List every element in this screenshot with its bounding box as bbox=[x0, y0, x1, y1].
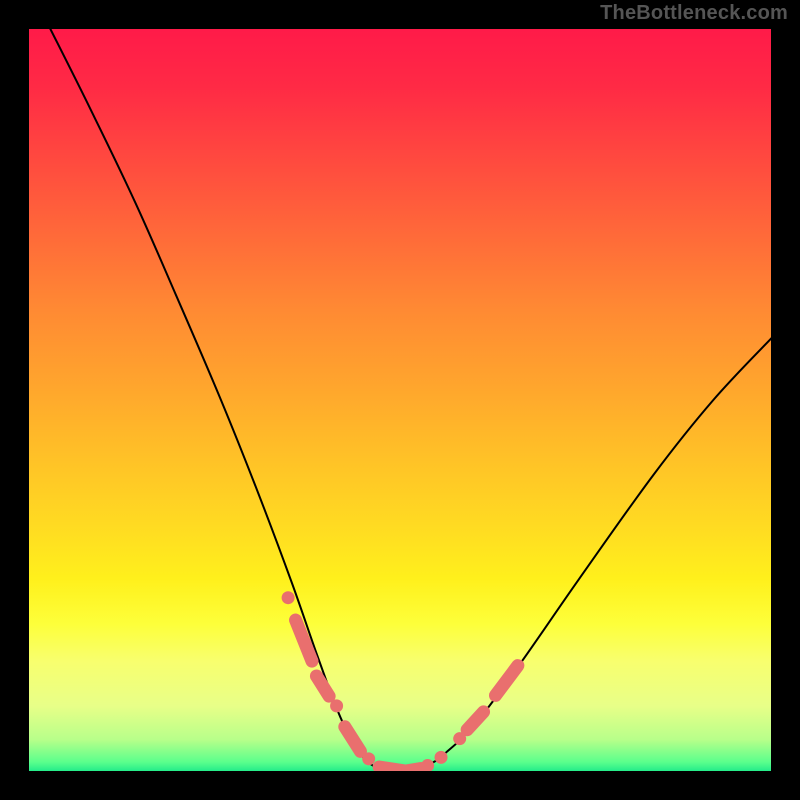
marker-dot bbox=[421, 759, 434, 772]
marker-dot bbox=[453, 732, 466, 745]
marker-capsule bbox=[316, 676, 329, 696]
marker-capsule bbox=[345, 727, 361, 752]
marker-capsule bbox=[407, 769, 420, 771]
marker-capsule bbox=[379, 767, 404, 771]
marker-capsule bbox=[296, 620, 312, 661]
curve-overlay bbox=[27, 27, 773, 773]
marker-dot bbox=[282, 591, 295, 604]
curve-group bbox=[49, 27, 773, 772]
marker-dot bbox=[435, 751, 448, 764]
outer-frame: TheBottleneck.com bbox=[0, 0, 800, 800]
marker-capsule bbox=[467, 712, 483, 730]
marker-dot bbox=[330, 699, 343, 712]
watermark-text: TheBottleneck.com bbox=[600, 2, 788, 25]
markers-group bbox=[282, 591, 518, 772]
plot-area bbox=[27, 27, 773, 773]
marker-dot bbox=[362, 752, 375, 765]
bottleneck-curve bbox=[49, 27, 773, 772]
marker-capsule bbox=[495, 666, 517, 696]
